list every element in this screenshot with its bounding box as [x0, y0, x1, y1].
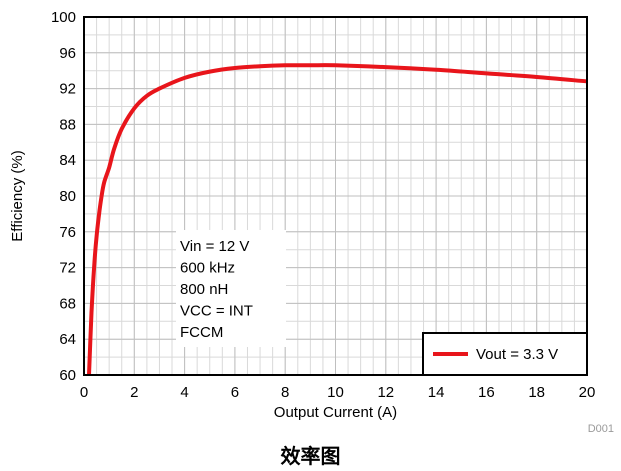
y-tick-label: 80 [59, 188, 76, 205]
x-tick-label: 18 [528, 384, 545, 401]
efficiency-chart: 0 2 4 6 8 10 12 14 16 18 20 6064687276808488929610… [0, 0, 621, 440]
y-tick-label: 76 [59, 224, 76, 241]
y-tick-labels: 60 64 68 72 76 80 84 88 92 96 100 [51, 9, 76, 384]
figure-caption: 效率图 [0, 440, 621, 469]
annotation-line: Vin = 12 V [180, 238, 249, 255]
x-tick-label: 2 [130, 384, 138, 401]
y-tick-label: 84 [59, 152, 76, 169]
x-tick-label: 16 [478, 384, 495, 401]
y-tick-label: 100 [51, 9, 76, 26]
x-tick-labels: 0 2 4 6 8 10 12 14 16 18 20 [80, 384, 596, 401]
x-tick-label: 8 [281, 384, 289, 401]
figure-id: D001 [588, 423, 614, 435]
annotation-line: 600 kHz [180, 260, 235, 277]
x-tick-label: 10 [327, 384, 344, 401]
x-tick-label: 20 [579, 384, 596, 401]
annotation-line: VCC = INT [180, 303, 253, 320]
x-tick-label: 12 [377, 384, 394, 401]
y-tick-label: 96 [59, 45, 76, 62]
y-tick-label: 68 [59, 295, 76, 312]
x-tick-label: 14 [428, 384, 445, 401]
legend-entry-label: Vout = 3.3 V [476, 346, 558, 363]
x-tick-label: 4 [180, 384, 188, 401]
legend: Vout = 3.3 V [423, 333, 587, 375]
annotation-line: 800 nH [180, 281, 228, 298]
x-axis-label: Output Current (A) [274, 404, 397, 421]
y-tick-label: 88 [59, 116, 76, 133]
series-line [89, 65, 587, 375]
series-layer [89, 65, 587, 375]
y-axis-label: Efficiency (%) [9, 150, 26, 241]
conditions-annotation: Vin = 12 V 600 kHz 800 nH VCC = INT FCCM [176, 230, 286, 347]
y-tick-label: 64 [59, 331, 76, 348]
x-tick-label: 6 [231, 384, 239, 401]
annotation-line: FCCM [180, 324, 223, 341]
y-tick-label: 72 [59, 260, 76, 277]
y-tick-label: 60 [59, 367, 76, 384]
x-tick-label: 0 [80, 384, 88, 401]
y-tick-label: 92 [59, 81, 76, 98]
